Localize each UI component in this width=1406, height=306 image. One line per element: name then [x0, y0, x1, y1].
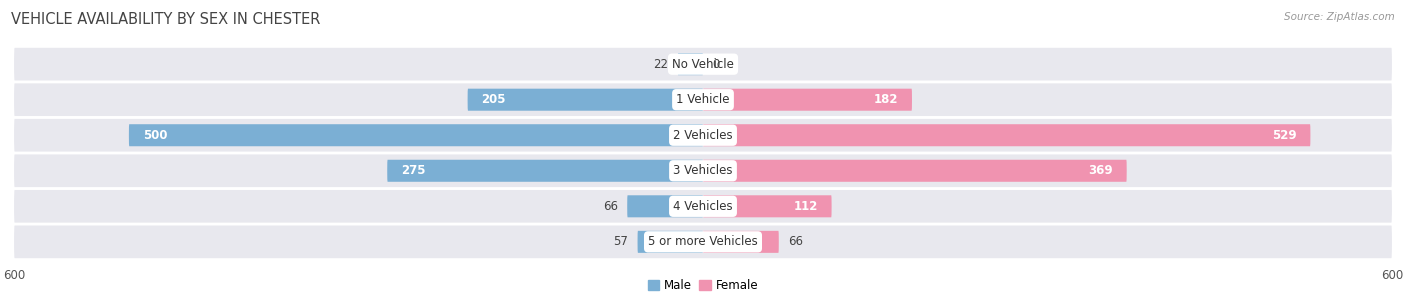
Text: 369: 369 [1088, 164, 1114, 177]
Text: 1 Vehicle: 1 Vehicle [676, 93, 730, 106]
Text: 66: 66 [603, 200, 619, 213]
Text: 5 or more Vehicles: 5 or more Vehicles [648, 235, 758, 248]
FancyBboxPatch shape [703, 124, 1310, 146]
Text: 66: 66 [787, 235, 803, 248]
Text: 112: 112 [793, 200, 818, 213]
Text: 182: 182 [873, 93, 898, 106]
FancyBboxPatch shape [14, 226, 1392, 258]
Text: 4 Vehicles: 4 Vehicles [673, 200, 733, 213]
FancyBboxPatch shape [703, 231, 779, 253]
Text: 57: 57 [613, 235, 628, 248]
FancyBboxPatch shape [678, 53, 703, 75]
FancyBboxPatch shape [468, 89, 703, 111]
Text: Source: ZipAtlas.com: Source: ZipAtlas.com [1284, 12, 1395, 22]
FancyBboxPatch shape [703, 89, 912, 111]
Text: 529: 529 [1272, 129, 1296, 142]
FancyBboxPatch shape [14, 119, 1392, 151]
Legend: Male, Female: Male, Female [643, 274, 763, 297]
FancyBboxPatch shape [14, 83, 1392, 116]
Text: No Vehicle: No Vehicle [672, 58, 734, 71]
FancyBboxPatch shape [627, 195, 703, 217]
Text: 275: 275 [401, 164, 426, 177]
Text: 22: 22 [654, 58, 669, 71]
FancyBboxPatch shape [703, 160, 1126, 182]
FancyBboxPatch shape [14, 190, 1392, 223]
FancyBboxPatch shape [637, 231, 703, 253]
Text: 500: 500 [142, 129, 167, 142]
Text: 2 Vehicles: 2 Vehicles [673, 129, 733, 142]
FancyBboxPatch shape [387, 160, 703, 182]
FancyBboxPatch shape [129, 124, 703, 146]
FancyBboxPatch shape [703, 195, 831, 217]
FancyBboxPatch shape [14, 155, 1392, 187]
Text: 3 Vehicles: 3 Vehicles [673, 164, 733, 177]
Text: 205: 205 [481, 93, 506, 106]
FancyBboxPatch shape [14, 48, 1392, 80]
Text: 0: 0 [713, 58, 720, 71]
Text: VEHICLE AVAILABILITY BY SEX IN CHESTER: VEHICLE AVAILABILITY BY SEX IN CHESTER [11, 12, 321, 27]
